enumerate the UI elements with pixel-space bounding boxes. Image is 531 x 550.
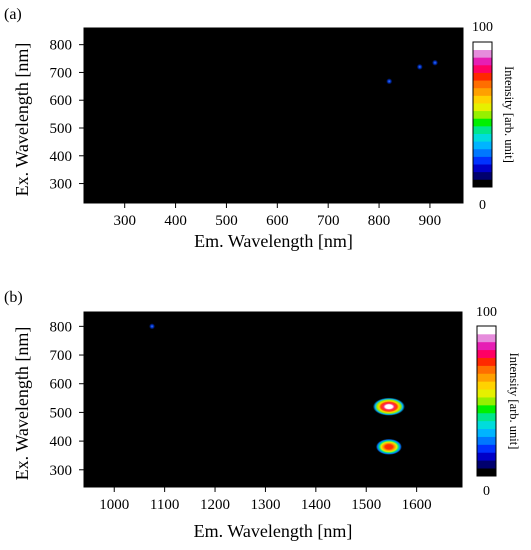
x-tick-label: 1500: [351, 497, 381, 513]
colorbar-segment: [473, 49, 492, 58]
y-tick-label: 600: [50, 377, 73, 393]
colorbar-segment: [477, 357, 496, 366]
intensity-spot: [372, 397, 405, 416]
panel-label: (a): [4, 6, 22, 23]
x-tick-label: 500: [215, 213, 238, 229]
colorbar-segment: [473, 171, 492, 180]
y-tick-label: 400: [50, 434, 73, 450]
y-tick-label: 500: [50, 121, 73, 137]
x-tick-label: 400: [164, 213, 187, 229]
colorbar-segment: [473, 118, 492, 127]
intensity-spot: [375, 438, 402, 455]
colorbar-segment: [473, 57, 492, 66]
colorbar-label: Intensity [arb. unit]: [502, 66, 516, 163]
x-tick-label: 1600: [402, 497, 432, 513]
x-tick-label: 1400: [301, 497, 331, 513]
colorbar-segment: [477, 333, 496, 343]
colorbar-segment: [473, 95, 492, 104]
x-tick-label: 600: [266, 213, 289, 229]
colorbar-segment: [473, 87, 492, 96]
intensity-spot: [416, 63, 423, 70]
x-axis-label: Em. Wavelength [nm]: [194, 231, 353, 251]
y-tick-label: 800: [50, 38, 73, 54]
colorbar: 100 0 Intensity [arb. unit]: [472, 20, 516, 213]
colorbar: 100 0 Intensity [arb. unit]: [476, 305, 521, 499]
x-tick-label: 300: [113, 213, 136, 229]
colorbar-segment: [477, 389, 496, 398]
y-axis-label: Ex. Wavelength [nm]: [12, 43, 32, 197]
colorbar-segment: [473, 42, 492, 51]
colorbar-segment: [477, 381, 496, 390]
plot-frame: [83, 311, 463, 488]
colorbar-segment: [477, 373, 496, 382]
colorbar-segment: [473, 64, 492, 73]
intensity-spot: [386, 78, 393, 85]
plot-frame: [83, 27, 464, 204]
x-tick-label: 800: [368, 213, 391, 229]
heatmap-panel-b: (b)1000 1100 1200 1300 1400 1500 1600300400500…: [4, 289, 521, 541]
colorbar-segment: [477, 412, 496, 422]
panel-label: (b): [4, 289, 23, 306]
colorbar-segment: [473, 179, 492, 188]
colorbar-segment: [477, 341, 496, 351]
colorbar-frame: [476, 325, 497, 477]
colorbar-segment: [473, 164, 492, 173]
colorbar-segment: [477, 428, 496, 437]
y-axis-label: Ex. Wavelength [nm]: [12, 327, 32, 481]
colorbar-segment: [473, 80, 492, 89]
x-tick-label: 1100: [150, 497, 179, 513]
colorbar-segment: [477, 326, 496, 335]
x-axis-label: Em. Wavelength [nm]: [194, 521, 353, 541]
colorbar-segment: [477, 349, 496, 358]
colorbar-min-label: 0: [483, 484, 490, 499]
x-tick-label: 900: [419, 213, 442, 229]
plot-area: [84, 28, 463, 203]
colorbar-segment: [473, 103, 492, 112]
colorbar-segment: [473, 133, 492, 142]
intensity-spot: [149, 323, 156, 330]
colorbar-segment: [477, 404, 496, 414]
colorbar-segment: [473, 125, 492, 134]
y-tick-label: 300: [50, 177, 73, 193]
colorbar-min-label: 0: [479, 198, 486, 213]
plot-area: [84, 312, 462, 487]
colorbar-segment: [473, 141, 492, 150]
y-tick-label: 700: [50, 65, 73, 81]
colorbar-segment: [477, 452, 496, 461]
y-tick-label: 400: [50, 149, 73, 165]
x-tick-label: 700: [317, 213, 340, 229]
colorbar-segment: [477, 468, 496, 477]
intensity-spot: [432, 59, 439, 66]
y-tick-label: 600: [50, 93, 73, 109]
x-tick-label: 1300: [250, 497, 280, 513]
y-tick-label: 500: [50, 405, 73, 421]
colorbar-segment: [473, 72, 492, 81]
colorbar-segment: [477, 436, 496, 445]
colorbar-segment: [473, 148, 492, 157]
y-tick-label: 700: [50, 348, 73, 364]
colorbar-segment: [473, 110, 492, 119]
colorbar-label: Intensity [arb. unit]: [507, 353, 521, 450]
colorbar-segment: [477, 444, 496, 453]
colorbar-segment: [477, 365, 496, 374]
x-tick-label: 1000: [99, 497, 129, 513]
colorbar-max-label: 100: [472, 20, 493, 35]
colorbar-max-label: 100: [476, 305, 497, 320]
colorbar-segment: [477, 420, 496, 430]
colorbar-segment: [477, 397, 496, 406]
y-tick-label: 800: [50, 319, 73, 335]
colorbar-frame: [472, 41, 493, 188]
y-tick-label: 300: [50, 463, 73, 479]
colorbar-segment: [477, 460, 496, 469]
colorbar-segment: [473, 156, 492, 165]
heatmap-panel-a: (a) 300 400 500 600 700 800 900 300 400 500 600 700 8…: [4, 6, 516, 251]
x-tick-label: 1200: [200, 497, 230, 513]
